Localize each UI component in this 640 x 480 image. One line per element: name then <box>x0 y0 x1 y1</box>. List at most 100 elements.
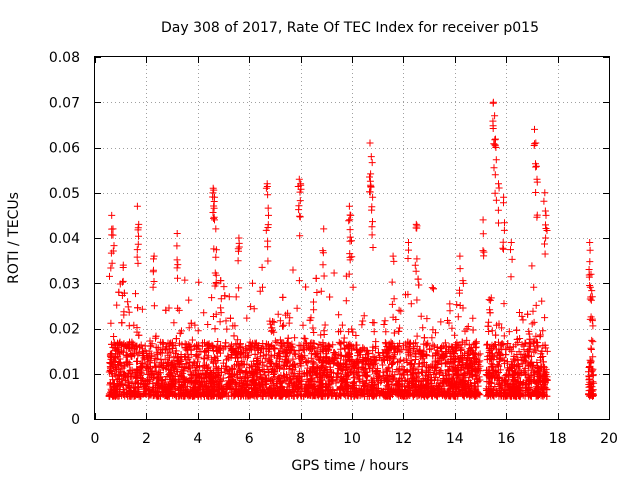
data-point <box>509 343 517 351</box>
data-point <box>411 381 419 389</box>
data-point <box>415 360 423 368</box>
data-point <box>194 327 202 335</box>
data-point <box>267 353 275 361</box>
data-point <box>201 354 208 362</box>
data-point <box>306 391 314 399</box>
data-point <box>195 353 203 361</box>
data-point <box>530 337 538 345</box>
data-point <box>345 270 353 278</box>
data-point <box>336 374 344 382</box>
data-point <box>488 327 496 335</box>
data-point <box>491 374 498 382</box>
data-point <box>222 317 230 325</box>
data-point <box>159 390 167 398</box>
data-point <box>507 239 515 246</box>
data-point <box>536 333 544 341</box>
data-point <box>489 99 497 107</box>
data-point <box>506 367 513 375</box>
data-point <box>497 341 505 349</box>
data-point <box>346 256 354 264</box>
data-point <box>362 355 370 363</box>
data-point <box>175 306 183 314</box>
data-point <box>319 247 327 255</box>
data-point <box>314 344 322 352</box>
data-point <box>385 364 393 372</box>
data-point <box>258 263 266 271</box>
data-point <box>455 358 463 366</box>
data-point <box>495 184 503 192</box>
data-point <box>388 340 396 348</box>
data-point <box>476 376 484 384</box>
data-point <box>177 358 185 365</box>
data-point <box>200 392 208 400</box>
data-point <box>279 322 286 330</box>
data-point <box>354 363 362 371</box>
data-point <box>493 321 501 329</box>
x-tick-label: 4 <box>193 431 202 447</box>
data-point <box>489 117 497 125</box>
data-point <box>247 303 255 311</box>
data-point <box>524 310 532 318</box>
data-point <box>182 360 190 368</box>
data-point <box>345 217 353 225</box>
data-point <box>450 349 457 357</box>
data-point <box>320 368 328 376</box>
data-point <box>248 385 256 393</box>
data-point <box>177 386 185 394</box>
data-point <box>479 216 487 224</box>
data-point <box>219 359 227 367</box>
data-point <box>256 287 264 295</box>
data-point <box>380 321 388 328</box>
data-point <box>500 245 507 253</box>
data-point <box>369 319 377 326</box>
data-point <box>461 327 469 335</box>
data-point <box>394 380 402 388</box>
axis-ticks <box>95 57 610 420</box>
data-point <box>126 344 134 352</box>
data-point <box>494 349 502 356</box>
data-point <box>129 341 137 349</box>
data-point <box>128 338 136 346</box>
data-point <box>439 378 447 386</box>
data-point <box>586 283 594 291</box>
data-point <box>381 356 388 364</box>
data-point <box>491 171 499 179</box>
data-point <box>185 296 193 304</box>
data-point <box>508 347 516 355</box>
data-point <box>311 350 319 358</box>
y-tick-label: 0.08 <box>49 50 80 66</box>
data-point <box>424 364 432 372</box>
data-point <box>430 342 438 350</box>
data-point <box>243 314 251 322</box>
data-point <box>110 386 118 394</box>
data-point <box>278 339 286 347</box>
data-point <box>450 356 458 364</box>
data-point <box>530 283 538 291</box>
data-point <box>258 358 266 366</box>
data-point <box>252 340 260 348</box>
data-point <box>491 383 499 390</box>
data-point <box>193 390 201 398</box>
x-tick-label: 0 <box>91 431 100 447</box>
data-point <box>340 389 348 397</box>
data-point <box>499 392 507 400</box>
data-point <box>319 339 327 347</box>
data-point <box>146 387 154 395</box>
data-point <box>389 353 397 360</box>
data-point <box>343 383 351 391</box>
data-point <box>381 317 389 325</box>
data-point <box>208 294 216 302</box>
data-point <box>262 374 270 382</box>
x-tick-label: 16 <box>497 431 515 447</box>
data-point <box>533 162 540 170</box>
data-point <box>519 316 527 324</box>
data-point <box>118 319 126 327</box>
data-point <box>522 358 530 366</box>
data-point <box>428 392 436 400</box>
data-point <box>349 283 357 291</box>
data-point <box>541 250 549 258</box>
data-point <box>349 328 357 336</box>
data-point <box>588 317 596 325</box>
data-point <box>289 266 297 274</box>
data-point <box>395 357 403 365</box>
